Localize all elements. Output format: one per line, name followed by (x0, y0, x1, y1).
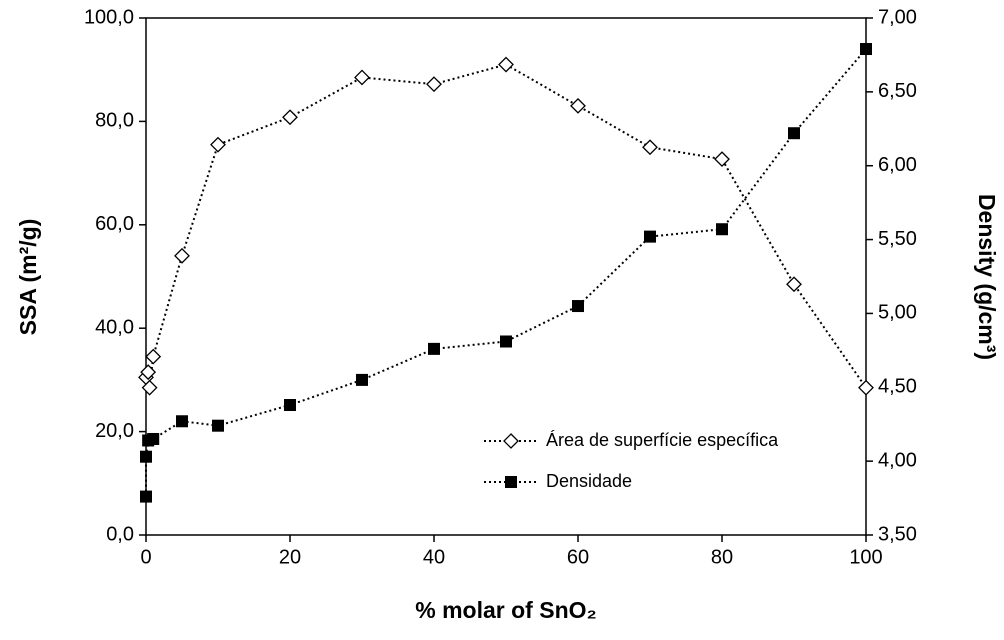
legend-label: Densidade (546, 471, 632, 491)
data-point (572, 300, 584, 313)
x-axis-title: % molar of SnO₂ (415, 597, 596, 623)
legend-marker (505, 476, 517, 488)
x-tick-label: 40 (423, 546, 445, 568)
y2-tick-label: 5,50 (878, 228, 917, 250)
y-tick-label: 0,0 (106, 523, 134, 545)
x-tick-label: 0 (140, 546, 151, 568)
x-tick-label: 60 (567, 546, 589, 568)
plot-frame (145, 17, 867, 536)
y2-tick-label: 3,50 (878, 523, 917, 545)
data-point (786, 276, 802, 293)
data-point (428, 342, 440, 355)
data-point (714, 151, 730, 168)
y-tick-label: 100,0 (84, 6, 134, 28)
y2-tick-label: 7,00 (878, 6, 917, 28)
data-point (354, 69, 370, 86)
y-tick-label: 80,0 (95, 110, 134, 132)
data-point (356, 373, 368, 386)
data-point (788, 127, 800, 140)
x-tick-label: 80 (711, 546, 733, 568)
x-tick-label: 100 (849, 546, 882, 568)
y-axis-title: SSA (m²/g) (15, 219, 41, 336)
data-point (145, 348, 162, 365)
data-point (210, 136, 226, 153)
y2-axis-title: Density (g/cm³) (974, 194, 1000, 360)
data-point (860, 43, 872, 56)
y2-tick-label: 6,00 (878, 154, 917, 176)
data-point (644, 230, 656, 243)
data-point (716, 223, 728, 236)
data-point (176, 415, 188, 428)
data-point (498, 56, 514, 73)
y2-tick-label: 5,00 (878, 302, 917, 324)
data-point (140, 490, 152, 503)
y2-tick-label: 4,50 (878, 376, 917, 398)
y-tick-label: 20,0 (95, 420, 134, 442)
x-tick-label: 20 (279, 546, 301, 568)
data-point (426, 76, 442, 93)
y-tick-label: 40,0 (95, 316, 134, 338)
data-point (212, 419, 224, 432)
data-point (284, 399, 296, 412)
y2-tick-label: 6,50 (878, 80, 917, 102)
data-point (500, 335, 512, 348)
data-point (174, 247, 190, 264)
y-tick-label: 60,0 (95, 213, 134, 235)
data-point (141, 379, 158, 396)
data-point (140, 450, 152, 463)
data-point (147, 432, 160, 445)
data-point (642, 139, 658, 156)
legend-marker (503, 433, 519, 449)
y2-tick-label: 4,00 (878, 449, 917, 471)
data-point (570, 97, 586, 114)
data-point (282, 109, 298, 126)
data-point (140, 364, 157, 381)
legend-label: Área de superfície específica (546, 430, 779, 450)
data-point (858, 379, 874, 396)
